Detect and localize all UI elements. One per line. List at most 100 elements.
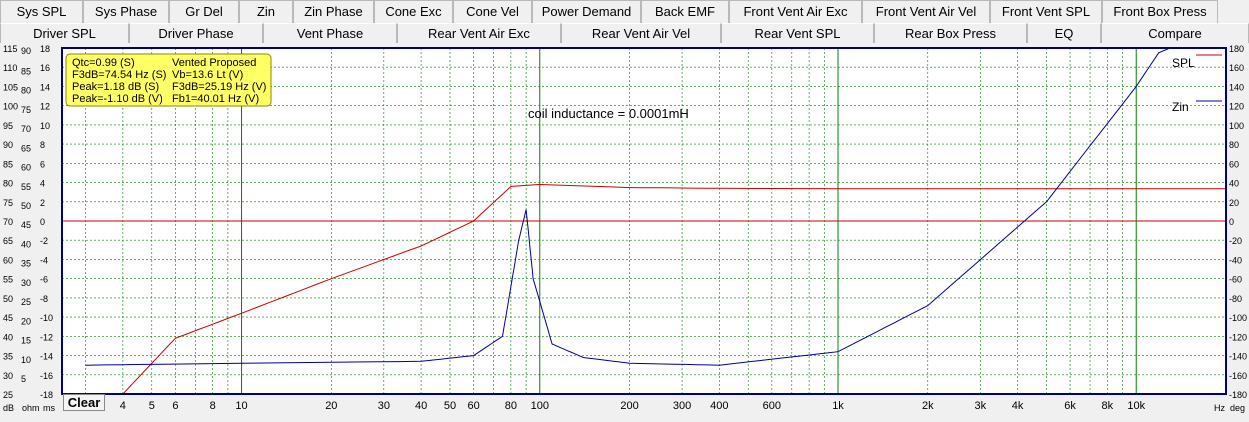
left-tick-ms: 2	[40, 198, 45, 208]
tab-sys-spl[interactable]: Sys SPL	[0, 0, 83, 23]
x-tick-label: 10k	[1127, 400, 1145, 412]
right-tick-deg: -20	[1229, 236, 1242, 246]
right-tick-deg: 20	[1229, 198, 1239, 208]
x-tick-label: 300	[673, 400, 691, 412]
left-tick-db: 80	[3, 179, 13, 189]
left-tick-db: 85	[3, 159, 13, 169]
right-tick-deg: -120	[1229, 332, 1247, 342]
right-tick-deg: 140	[1229, 82, 1244, 92]
left-tick-db: 55	[3, 275, 13, 285]
info-overlay-2: Vb=13.6 Lt (V)	[172, 69, 243, 81]
left-tick-db: 40	[3, 332, 13, 342]
clear-button[interactable]: Clear	[63, 394, 105, 411]
tab-cone-vel[interactable]: Cone Vel	[453, 0, 532, 23]
right-tick-deg: 160	[1229, 63, 1244, 73]
left-tick-ohm: 15	[21, 336, 31, 346]
tab-driver-phase[interactable]: Driver Phase	[129, 23, 263, 43]
left-tick-db: 65	[3, 236, 13, 246]
left-tick-ms: 16	[40, 63, 50, 73]
plot-frame	[61, 47, 1227, 395]
tab-front-vent-air-exc[interactable]: Front Vent Air Exc	[729, 0, 862, 23]
right-tick-deg: 40	[1229, 179, 1239, 189]
left-tick-ohm: 55	[21, 182, 31, 192]
right-tick-deg: -100	[1229, 313, 1247, 323]
left-tick-ms: -4	[40, 255, 48, 265]
x-tick-label: 2k	[922, 400, 934, 412]
tab-rear-box-press[interactable]: Rear Box Press	[874, 23, 1027, 43]
tab-row-bottom: Driver SPL Driver Phase Vent Phase Rear …	[0, 23, 1249, 43]
left-tick-ohm: 40	[21, 239, 31, 249]
tab-front-vent-air-vel[interactable]: Front Vent Air Vel	[862, 0, 990, 23]
x-tick-label: 200	[620, 400, 638, 412]
left-tick-db: 100	[3, 102, 18, 112]
tab-gr-del[interactable]: Gr Del	[169, 0, 239, 23]
info-box-text: Qtc=0.99 (S) F3dB=74.54 Hz (S) Peak=1.18…	[72, 57, 266, 105]
legend-zin-label: Zin	[1172, 100, 1189, 114]
left-tick-ohm: 5	[21, 374, 26, 384]
right-tick-deg: -40	[1229, 255, 1242, 265]
info-box	[65, 53, 272, 107]
left-tick-ms: 8	[40, 140, 45, 150]
x-tick-label: 4k	[1012, 400, 1024, 412]
tab-compare[interactable]: Compare	[1101, 23, 1249, 43]
x-tick-label: 8	[210, 400, 216, 412]
legend-spl-label: SPL	[1172, 56, 1195, 70]
x-tick-label: 8k	[1102, 400, 1114, 412]
x-tick-label: 3k	[974, 400, 986, 412]
right-axis-labels: 180 160 140 120 100 80 60 40 20 0 -20 -40 -60 -80 -100…	[1229, 44, 1247, 400]
x-tick-label: 20	[325, 400, 337, 412]
left-tick-ms: 4	[40, 179, 45, 189]
left-tick-ohm: 45	[21, 220, 31, 230]
x-tick-label: 10	[235, 400, 247, 412]
info-line-1: Qtc=0.99 (S)	[72, 57, 135, 69]
x-tick-label: 30	[378, 400, 390, 412]
left-tick-ms: -10	[40, 313, 53, 323]
left-tick-db: 25	[3, 390, 13, 400]
left-tick-ohm: 25	[21, 297, 31, 307]
right-tick-deg: -140	[1229, 352, 1247, 362]
left-tick-ms: 10	[40, 121, 50, 131]
left-tick-ohm: 10	[21, 355, 31, 365]
x-tick-label: 600	[763, 400, 781, 412]
left-tick-ms: -14	[40, 352, 53, 362]
x-tick-label: 60	[467, 400, 479, 412]
tab-front-box-press[interactable]: Front Box Press	[1102, 0, 1218, 23]
unit-db: dB	[3, 403, 14, 413]
tab-cone-exc[interactable]: Cone Exc	[374, 0, 453, 23]
tab-zin[interactable]: Zin	[239, 0, 293, 23]
tab-zin-phase[interactable]: Zin Phase	[293, 0, 374, 23]
tab-sys-phase[interactable]: Sys Phase	[83, 0, 169, 23]
left-tick-db: 95	[3, 121, 13, 131]
tab-rear-vent-spl[interactable]: Rear Vent SPL	[721, 23, 874, 43]
tab-rear-vent-air-vel[interactable]: Rear Vent Air Vel	[561, 23, 721, 43]
left-tick-db: 90	[3, 140, 13, 150]
tab-eq[interactable]: EQ	[1027, 23, 1101, 43]
plot-area: 115 110 105 100 95 90 85 80 75 70 65 60 55 50 45 40 35 30…	[0, 43, 1249, 417]
right-tick-deg: -80	[1229, 294, 1242, 304]
left-tick-ms: -6	[40, 275, 48, 285]
left-tick-ohm: 90	[21, 46, 31, 56]
info-overlay-3: F3dB=25.19 Hz (V)	[172, 81, 266, 93]
right-unit-deg: deg	[1230, 403, 1245, 413]
tab-back-emf[interactable]: Back EMF	[641, 0, 729, 23]
left-tick-ms: 18	[40, 44, 50, 54]
tab-power-demand[interactable]: Power Demand	[532, 0, 641, 23]
tab-vent-phase[interactable]: Vent Phase	[263, 23, 397, 43]
info-line-3: Peak=1.18 dB (S)	[72, 81, 159, 93]
series-zin-line	[85, 47, 1226, 366]
tab-front-vent-spl[interactable]: Front Vent SPL	[990, 0, 1102, 23]
left-tick-ohm: 80	[21, 86, 31, 96]
unit-ms: ms	[43, 403, 55, 413]
left-tick-ms: 0	[40, 217, 45, 227]
right-tick-deg: 0	[1229, 217, 1234, 227]
unit-ohm: ohm	[22, 403, 40, 413]
left-tick-db: 30	[3, 371, 13, 381]
left-tick-ms: -8	[40, 294, 48, 304]
x-unit-hz: Hz	[1214, 403, 1225, 413]
info-line-4: Peak=-1.10 dB (V)	[72, 93, 163, 105]
x-tick-label: 4	[120, 400, 126, 412]
x-tick-label: 100	[531, 400, 549, 412]
tab-driver-spl[interactable]: Driver SPL	[0, 23, 129, 43]
tab-rear-vent-air-exc[interactable]: Rear Vent Air Exc	[397, 23, 561, 43]
info-line-2: F3dB=74.54 Hz (S)	[72, 69, 166, 81]
